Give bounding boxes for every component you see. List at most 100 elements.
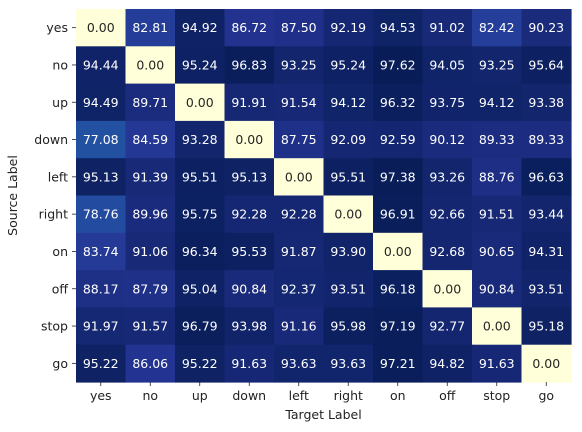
- cell-value-label: 97.38: [380, 169, 416, 184]
- cell-value-label: 91.97: [83, 319, 119, 334]
- cell-value-label: 96.83: [231, 57, 267, 72]
- cell-value-label: 90.84: [479, 281, 515, 296]
- cell-value-label: 91.16: [281, 319, 317, 334]
- cell-value-label: 93.28: [182, 132, 218, 147]
- y-tick-label: left: [48, 169, 68, 184]
- cell-value-label: 89.71: [132, 95, 168, 110]
- cell-value-label: 97.21: [380, 356, 416, 371]
- cell-value-label: 92.59: [380, 132, 416, 147]
- cell-value-label: 86.72: [231, 20, 267, 35]
- cell-value-label: 94.82: [429, 356, 465, 371]
- x-tick-label: up: [192, 388, 208, 403]
- cell-value-label: 91.06: [132, 244, 168, 259]
- cell-value-label: 95.22: [83, 356, 119, 371]
- x-tick-label: off: [439, 388, 456, 403]
- x-tick-label: right: [334, 388, 363, 403]
- cell-value-label: 93.38: [528, 95, 564, 110]
- y-tick-label: yes: [46, 20, 68, 35]
- cell-value-label: 90.23: [528, 20, 564, 35]
- cell-value-label: 95.24: [182, 57, 218, 72]
- cell-value-label: 94.12: [330, 95, 366, 110]
- cell-value-label: 96.18: [380, 281, 416, 296]
- y-tick-label: up: [52, 95, 68, 110]
- y-axis-label: Source Label: [5, 155, 20, 236]
- cell-value-label: 93.26: [429, 169, 465, 184]
- cell-value-label: 97.19: [380, 319, 416, 334]
- x-axis-label: Target Label: [284, 407, 361, 422]
- cell-value-label: 87.75: [281, 132, 317, 147]
- y-tick-label: stop: [41, 319, 68, 334]
- cell-value-label: 0.00: [433, 281, 461, 296]
- cell-value-label: 94.49: [83, 95, 119, 110]
- x-tick-label: on: [390, 388, 406, 403]
- x-tick-label: left: [289, 388, 309, 403]
- cell-value-label: 96.63: [528, 169, 564, 184]
- cell-value-label: 91.54: [281, 95, 317, 110]
- y-tick-label: off: [52, 281, 69, 296]
- cell-value-label: 90.12: [429, 132, 465, 147]
- cell-value-label: 95.51: [330, 169, 366, 184]
- cell-value-label: 93.25: [479, 57, 515, 72]
- cell-value-label: 96.32: [380, 95, 416, 110]
- cell-value-label: 96.79: [182, 319, 218, 334]
- cell-value-label: 0.00: [285, 169, 313, 184]
- cell-value-label: 94.31: [528, 244, 564, 259]
- cell-value-label: 91.87: [281, 244, 317, 259]
- cell-value-label: 92.66: [429, 207, 465, 222]
- x-axis-ticks: yes no up down left right on off stop go: [90, 382, 554, 403]
- cell-value-label: 89.33: [479, 132, 515, 147]
- cell-value-label: 88.76: [479, 169, 515, 184]
- cell-value-label: 95.24: [330, 57, 366, 72]
- cell-value-label: 77.08: [83, 132, 119, 147]
- cell-value-label: 0.00: [136, 57, 164, 72]
- x-tick-label: go: [538, 388, 554, 403]
- cell-value-label: 92.68: [429, 244, 465, 259]
- cell-value-label: 95.75: [182, 207, 218, 222]
- cell-value-label: 95.53: [231, 244, 267, 259]
- x-tick-label: yes: [90, 388, 112, 403]
- cell-value-label: 95.51: [182, 169, 218, 184]
- cell-value-label: 93.51: [330, 281, 366, 296]
- cell-value-label: 95.04: [182, 281, 218, 296]
- cell-value-label: 95.13: [83, 169, 119, 184]
- cell-value-label: 91.57: [132, 319, 168, 334]
- cell-value-label: 90.84: [231, 281, 267, 296]
- cell-value-label: 90.65: [479, 244, 515, 259]
- cell-value-label: 92.19: [330, 20, 366, 35]
- cell-value-label: 91.63: [231, 356, 267, 371]
- cell-value-label: 0.00: [87, 20, 115, 35]
- cell-value-label: 93.98: [231, 319, 267, 334]
- cell-value-label: 82.42: [479, 20, 515, 35]
- cell-value-label: 93.63: [281, 356, 317, 371]
- cell-value-label: 93.25: [281, 57, 317, 72]
- cell-value-label: 93.90: [330, 244, 366, 259]
- cell-value-label: 93.75: [429, 95, 465, 110]
- cell-value-label: 94.05: [429, 57, 465, 72]
- x-tick-label: stop: [483, 388, 510, 403]
- y-tick-label: go: [52, 356, 68, 371]
- cell-value-label: 83.74: [83, 244, 119, 259]
- cell-value-label: 0.00: [186, 95, 214, 110]
- y-tick-label: down: [34, 132, 68, 147]
- y-axis-ticks: yesnoupdownleftrightonoffstopgo: [34, 20, 76, 371]
- cell-value-label: 82.81: [132, 20, 168, 35]
- cell-value-label: 89.33: [528, 132, 564, 147]
- cell-value-label: 0.00: [532, 356, 560, 371]
- cell-value-label: 78.76: [83, 207, 119, 222]
- cell-value-label: 95.22: [182, 356, 218, 371]
- cell-value-label: 87.50: [281, 20, 317, 35]
- cell-value-label: 93.44: [528, 207, 564, 222]
- cell-value-label: 87.79: [132, 281, 168, 296]
- cell-value-label: 88.17: [83, 281, 119, 296]
- x-tick-label: down: [232, 388, 266, 403]
- cell-value-label: 94.12: [479, 95, 515, 110]
- y-tick-label: on: [52, 244, 68, 259]
- y-tick-label: right: [39, 207, 68, 222]
- cell-value-label: 89.96: [132, 207, 168, 222]
- cell-value-label: 86.06: [132, 356, 168, 371]
- cell-value-label: 91.51: [479, 207, 515, 222]
- x-tick-label: no: [142, 388, 158, 403]
- cell-value-label: 92.28: [231, 207, 267, 222]
- cell-value-label: 95.13: [231, 169, 267, 184]
